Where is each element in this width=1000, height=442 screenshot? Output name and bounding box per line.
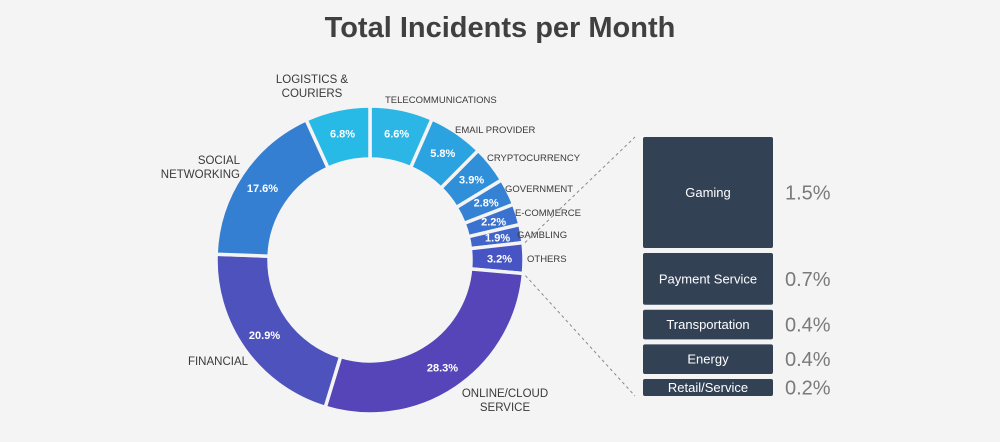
slice-value-label: 2.8% <box>474 198 499 210</box>
breakdown-bar-energy <box>643 344 773 374</box>
breakdown-value: 0.4% <box>785 349 831 371</box>
breakdown-value: 0.7% <box>785 269 831 291</box>
category-label: GAMBLING <box>517 230 567 241</box>
breakdown-bar-transportation <box>643 309 773 340</box>
category-label: GOVERNMENT <box>505 184 573 195</box>
connector-line-top <box>524 136 636 243</box>
breakdown-value: 1.5% <box>785 183 831 205</box>
slice-value-label: 5.8% <box>430 148 455 160</box>
slice-value-label: 20.9% <box>249 330 280 342</box>
breakdown-bar-retail-service <box>643 379 773 396</box>
slice-online-cloud-service <box>322 266 526 416</box>
others-breakdown: Gaming 1.5% Payment Service 0.7% Transportat… <box>643 137 831 400</box>
category-label: ONLINE/CLOUD SERVICE <box>462 388 548 414</box>
donut-slices <box>214 104 526 416</box>
category-label: E-COMMERCE <box>515 208 581 219</box>
breakdown-name: Gaming <box>685 185 731 200</box>
breakdown-bar-payment-service <box>643 253 773 305</box>
connector-line-bottom <box>525 275 636 397</box>
slice-value-label: 6.6% <box>384 128 409 140</box>
category-label: FINANCIAL <box>188 356 249 368</box>
breakdown-bar-gaming <box>643 137 773 248</box>
category-label: CRYPTOCURRENCY <box>487 153 581 164</box>
category-label: OTHERS <box>527 254 567 265</box>
slice-value-label: 1.9% <box>485 233 510 245</box>
breakdown-value: 0.4% <box>785 315 831 337</box>
category-label: EMAIL PROVIDER <box>455 125 536 136</box>
breakdown-name: Payment Service <box>659 271 757 286</box>
slice-value-label: 3.2% <box>487 253 512 265</box>
category-label: LOGISTICS & COURIERS <box>276 74 349 100</box>
slice-logistics-couriers <box>303 104 372 171</box>
chart-title: Total Incidents per Month <box>324 12 676 44</box>
slice-value-label: 28.3% <box>427 362 458 374</box>
breakdown-value: 0.2% <box>785 378 831 400</box>
slice-value-label: 17.6% <box>247 183 278 195</box>
slice-value-label: 3.9% <box>459 175 484 187</box>
category-label: SOCIAL NETWORKING <box>161 155 241 181</box>
breakdown-name: Transportation <box>666 317 749 332</box>
category-label: TELECOMMUNICATIONS <box>385 95 497 106</box>
slice-value-label: 6.8% <box>330 128 355 140</box>
slice-value-label: 2.2% <box>481 217 506 229</box>
breakdown-name: Energy <box>687 352 729 367</box>
breakdown-name: Retail/Service <box>668 380 748 395</box>
